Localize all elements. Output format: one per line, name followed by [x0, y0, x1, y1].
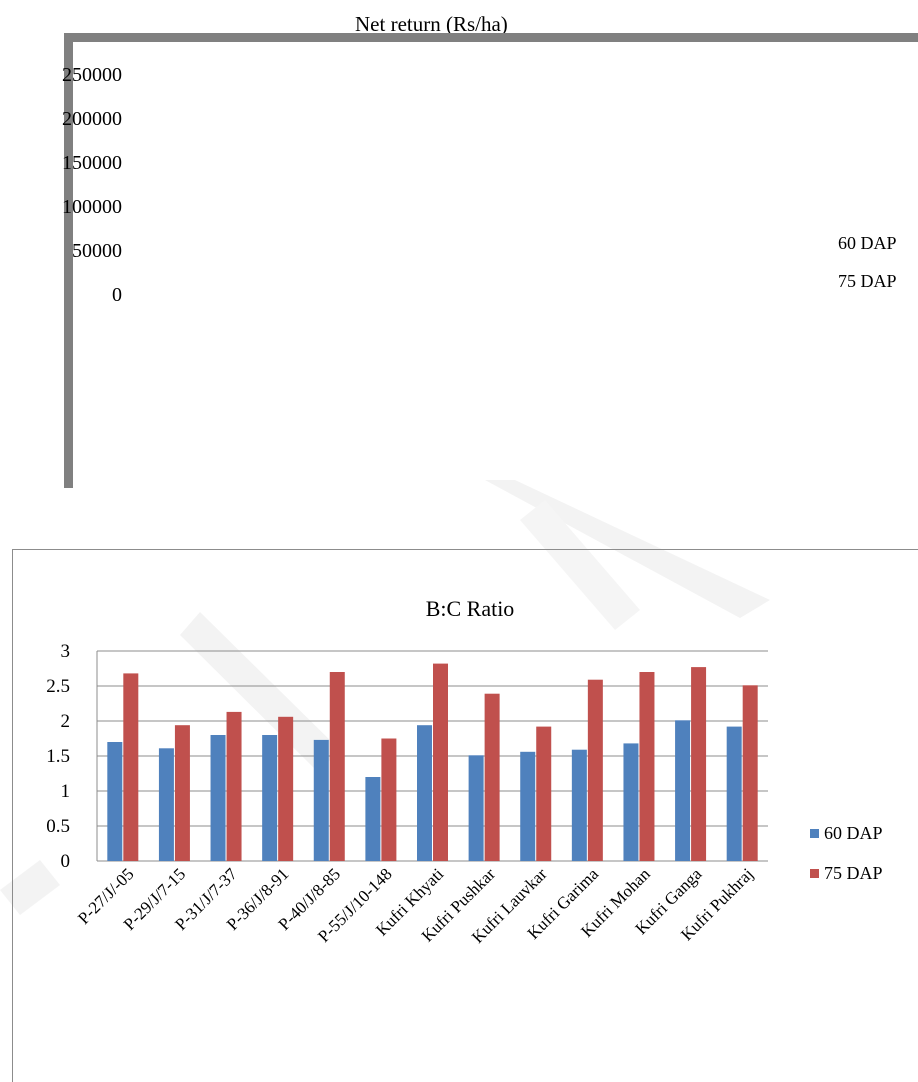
bar-75-dap	[174, 725, 190, 861]
y-tick-label: 1.5	[46, 746, 70, 767]
bar-60-dap	[417, 725, 432, 861]
net-return-y-tick: 250000	[62, 64, 122, 86]
legend-swatch-75dap	[810, 869, 819, 878]
bar-75-dap	[433, 663, 448, 861]
net-return-y-tick: 100000	[62, 196, 122, 218]
net-return-y-tick: 50000	[72, 240, 122, 262]
bc-ratio-gridlines	[97, 650, 768, 827]
bar-75-dap	[381, 738, 397, 861]
bc-ratio-title: B:C Ratio	[426, 596, 515, 621]
bar-75-dap	[226, 711, 242, 861]
net-return-y-tick: 150000	[62, 152, 122, 174]
bar-60-dap	[313, 739, 329, 861]
net-return-title: Net return (Rs/ha)	[355, 12, 508, 36]
legend-swatch-60dap	[810, 829, 819, 838]
bar-75-dap	[123, 673, 139, 861]
bc-ratio-chart: B:C Ratio 0 0.5 1 1.5 2 2.5 3 P-27/J/-05P-29/J…	[46, 596, 883, 947]
net-return-chart: Net return (Rs/ha) 250000 200000 150000 …	[0, 0, 918, 500]
bar-60-dap	[520, 751, 536, 861]
y-tick-label: 2.5	[46, 676, 70, 697]
legend-label-75dap: 75 DAP	[824, 863, 883, 883]
y-tick-label: 2	[61, 711, 71, 732]
bc-ratio-legend: 60 DAP 75 DAP	[810, 823, 883, 883]
bar-75-dap	[329, 672, 345, 861]
bar-60-dap	[158, 748, 174, 861]
net-return-legend-60dap: 60 DAP	[838, 233, 897, 253]
net-return-legend-75dap: 75 DAP	[838, 271, 897, 291]
bar-60-dap	[675, 720, 691, 861]
bar-60-dap	[107, 742, 123, 861]
bar-60-dap	[210, 735, 226, 861]
bar-75-dap	[691, 667, 707, 861]
net-return-y-tick: 0	[112, 284, 122, 306]
bc-ratio-bars	[107, 663, 758, 861]
bar-60-dap	[365, 777, 381, 861]
bc-ratio-chart-frame	[12, 549, 918, 1082]
bar-75-dap	[536, 726, 552, 861]
bar-60-dap	[262, 735, 278, 861]
bar-60-dap	[726, 726, 742, 861]
net-return-y-tick: 200000	[62, 108, 122, 130]
y-tick-label: 3	[61, 641, 71, 662]
bar-75-dap	[742, 685, 758, 861]
y-tick-label: 0.5	[46, 816, 70, 837]
bar-75-dap	[278, 716, 294, 861]
y-tick-label: 0	[61, 851, 71, 872]
bar-60-dap	[571, 749, 587, 861]
legend-label-60dap: 60 DAP	[824, 823, 883, 843]
bc-ratio-axes	[96, 651, 768, 862]
y-tick-label: 1	[61, 781, 71, 802]
bar-75-dap	[484, 693, 500, 861]
bc-ratio-y-ticks: 0 0.5 1 1.5 2 2.5 3	[46, 641, 70, 872]
bar-60-dap	[623, 743, 639, 861]
net-return-frame-top	[64, 33, 918, 42]
bar-75-dap	[639, 672, 655, 861]
bar-75-dap	[587, 679, 603, 861]
net-return-frame-left	[64, 33, 73, 488]
bc-ratio-x-ticks: P-27/J/-05P-29/J/7-15P-31/J/7-37P-36/J/8…	[74, 864, 757, 947]
bar-60-dap	[468, 755, 484, 861]
